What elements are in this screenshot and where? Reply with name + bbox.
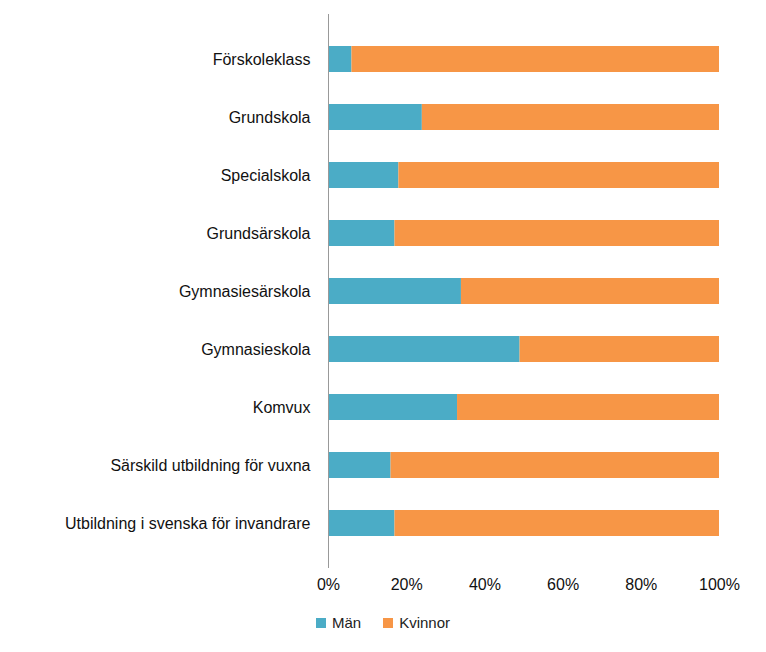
svg-text:40%: 40% <box>469 576 501 593</box>
svg-text:Utbildning i svenska för invan: Utbildning i svenska för invandrare <box>65 515 311 532</box>
svg-text:Särskild utbildning för vuxna: Särskild utbildning för vuxna <box>110 457 310 474</box>
html-text:Kvinnor: Kvinnor <box>399 614 450 631</box>
svg-text:0%: 0% <box>317 576 340 593</box>
html-text:Män: Män <box>332 614 362 631</box>
svg-text:Specialskola: Specialskola <box>221 167 311 184</box>
svg-text:60%: 60% <box>547 576 579 593</box>
svg-text:20%: 20% <box>391 576 423 593</box>
svg-text:Gymnasieskola: Gymnasieskola <box>201 341 310 358</box>
svg-text:Grundskola: Grundskola <box>229 109 311 126</box>
svg-text:Komvux: Komvux <box>253 399 311 416</box>
svg-text:80%: 80% <box>625 576 657 593</box>
svg-text:Grundsärskola: Grundsärskola <box>206 225 310 242</box>
svg-text:100%: 100% <box>699 576 740 593</box>
svg-text:Gymnasiesärskola: Gymnasiesärskola <box>179 283 311 300</box>
svg-text:Förskoleklass: Förskoleklass <box>213 51 311 68</box>
